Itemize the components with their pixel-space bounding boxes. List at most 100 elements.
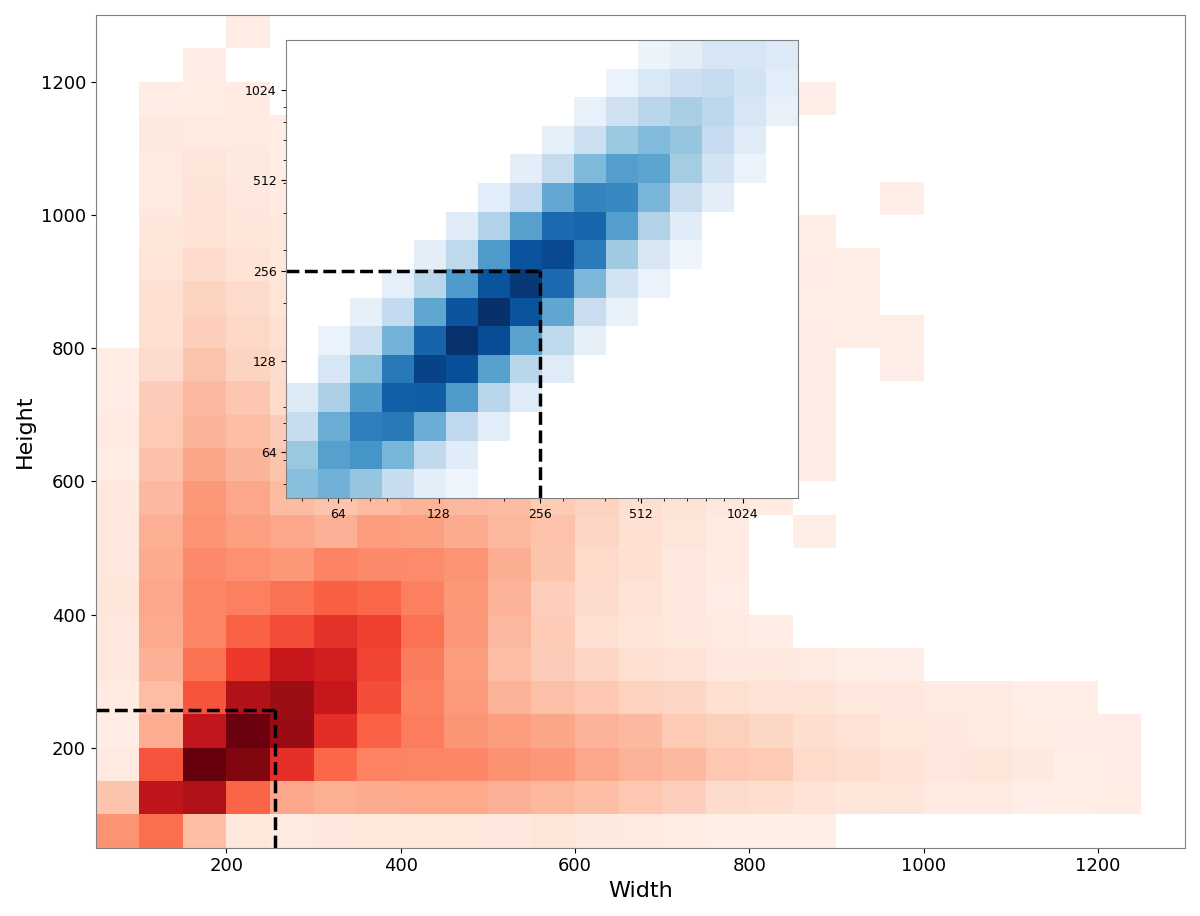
Bar — [575, 215, 618, 248]
Bar — [444, 348, 488, 381]
Bar — [313, 348, 358, 381]
Bar — [532, 348, 575, 381]
Bar — [1010, 747, 1055, 781]
Bar — [139, 714, 182, 747]
Bar — [575, 348, 618, 381]
Bar — [836, 248, 880, 281]
Bar — [444, 714, 488, 747]
Bar — [227, 615, 270, 648]
Bar — [967, 682, 1010, 714]
Bar — [139, 615, 182, 648]
Bar — [139, 248, 182, 281]
Bar — [488, 648, 532, 682]
Bar — [444, 281, 488, 315]
Bar — [444, 315, 488, 348]
Bar — [793, 781, 836, 814]
Bar — [444, 415, 488, 448]
Bar — [444, 582, 488, 615]
Bar — [227, 215, 270, 248]
Bar — [444, 215, 488, 248]
Bar — [358, 448, 401, 481]
Bar — [270, 148, 313, 181]
Bar — [313, 615, 358, 648]
Bar — [488, 714, 532, 747]
Bar — [618, 714, 662, 747]
Bar — [227, 481, 270, 515]
Bar — [749, 714, 793, 747]
Bar — [706, 215, 749, 248]
Bar — [182, 515, 227, 548]
Bar — [662, 648, 706, 682]
Bar — [880, 648, 924, 682]
Bar — [139, 148, 182, 181]
Bar — [270, 648, 313, 682]
Bar — [793, 682, 836, 714]
Bar — [139, 515, 182, 548]
Bar — [706, 82, 749, 114]
Bar — [880, 682, 924, 714]
Bar — [532, 415, 575, 448]
Bar — [139, 814, 182, 847]
Bar — [401, 348, 444, 381]
Bar — [270, 615, 313, 648]
Bar — [488, 548, 532, 582]
Bar — [662, 481, 706, 515]
Bar — [270, 682, 313, 714]
Bar — [182, 682, 227, 714]
Bar — [706, 682, 749, 714]
Bar — [749, 381, 793, 415]
Bar — [227, 114, 270, 148]
Bar — [358, 515, 401, 548]
Bar — [401, 682, 444, 714]
Bar — [532, 448, 575, 481]
Bar — [270, 781, 313, 814]
Bar — [401, 648, 444, 682]
Bar — [662, 448, 706, 481]
Bar — [575, 281, 618, 315]
Bar — [618, 582, 662, 615]
Bar — [575, 415, 618, 448]
Bar — [139, 781, 182, 814]
Bar — [358, 481, 401, 515]
Bar — [618, 648, 662, 682]
Bar — [749, 148, 793, 181]
Bar — [532, 747, 575, 781]
Bar — [880, 714, 924, 747]
Bar — [575, 181, 618, 215]
Bar — [793, 281, 836, 315]
Bar — [182, 181, 227, 215]
Bar — [313, 448, 358, 481]
Bar — [182, 49, 227, 82]
Bar — [532, 814, 575, 847]
Bar — [96, 747, 139, 781]
Bar — [227, 248, 270, 281]
Bar — [793, 814, 836, 847]
Bar — [444, 781, 488, 814]
Bar — [313, 281, 358, 315]
Bar — [749, 215, 793, 248]
Bar — [270, 448, 313, 481]
Bar — [880, 781, 924, 814]
Bar — [749, 814, 793, 847]
Bar — [662, 148, 706, 181]
Bar — [706, 648, 749, 682]
Bar — [444, 248, 488, 281]
Bar — [662, 682, 706, 714]
Bar — [444, 615, 488, 648]
Bar — [227, 548, 270, 582]
Bar — [96, 615, 139, 648]
Bar — [749, 348, 793, 381]
Bar — [575, 582, 618, 615]
Bar — [706, 781, 749, 814]
Bar — [182, 582, 227, 615]
Bar — [749, 682, 793, 714]
Bar — [182, 281, 227, 315]
Bar — [227, 381, 270, 415]
Bar — [618, 615, 662, 648]
Bar — [270, 415, 313, 448]
Bar — [270, 714, 313, 747]
Bar — [706, 481, 749, 515]
Bar — [1010, 714, 1055, 747]
Bar — [401, 248, 444, 281]
Bar — [618, 415, 662, 448]
